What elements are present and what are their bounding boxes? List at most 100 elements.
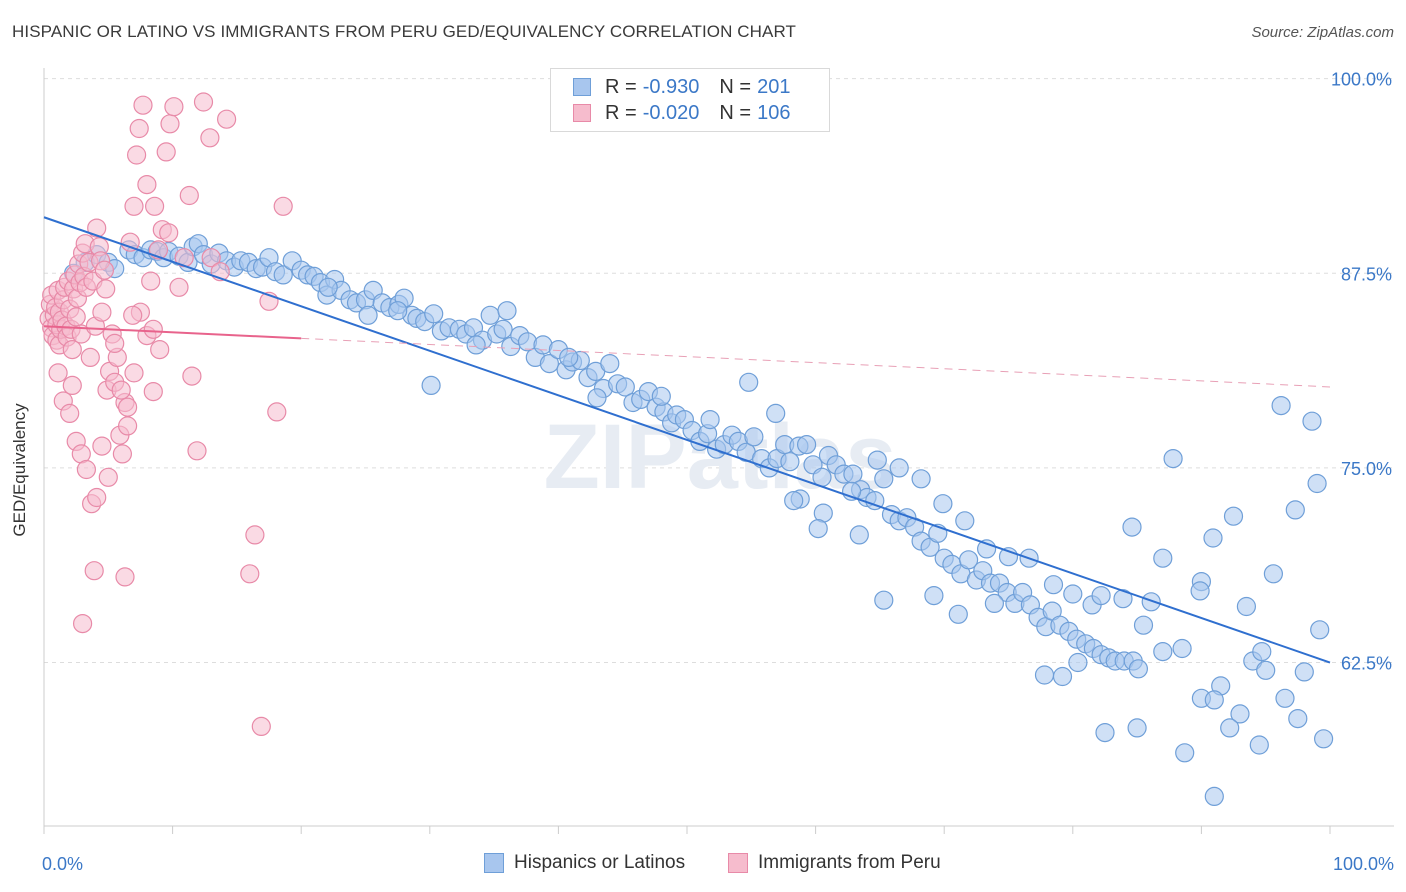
trend-lines	[43, 216, 1331, 664]
data-point	[200, 128, 220, 148]
data-point	[1220, 718, 1240, 738]
data-point	[1223, 506, 1244, 526]
data-point	[87, 218, 107, 238]
data-point	[117, 397, 138, 417]
data-point	[179, 185, 199, 206]
data-point	[865, 491, 885, 511]
data-point	[201, 248, 221, 268]
data-point	[251, 716, 271, 737]
data-point	[1175, 743, 1195, 763]
data-point	[137, 175, 157, 195]
data-point	[92, 436, 112, 456]
chart-source: Source: ZipAtlas.com	[1251, 24, 1394, 41]
r-value: -0.020	[642, 101, 700, 124]
data-point	[1141, 592, 1161, 612]
data-point	[60, 403, 80, 423]
data-point	[1043, 575, 1064, 595]
y-tick-label: 87.5%	[1341, 264, 1392, 284]
data-point	[1133, 615, 1154, 635]
data-point	[1271, 396, 1291, 416]
data-point	[889, 458, 909, 478]
data-point	[1310, 620, 1330, 640]
data-point	[1203, 528, 1223, 548]
data-point	[123, 305, 143, 325]
trend-line-extension	[301, 337, 1331, 388]
data-point	[120, 232, 140, 252]
data-point	[169, 277, 189, 297]
data-point	[744, 427, 764, 447]
n-value: 106	[757, 101, 791, 124]
data-point	[182, 366, 202, 386]
data-point	[948, 604, 968, 624]
tick-labels: 100.0% 87.5% 75.0% 62.5% 0.0% 100.0%	[42, 70, 1394, 874]
series-immigrants-from-peru	[39, 92, 293, 737]
data-point	[1052, 666, 1073, 687]
data-point	[497, 301, 517, 321]
data-point	[1313, 729, 1334, 749]
data-point	[1285, 500, 1305, 520]
data-point	[156, 142, 176, 162]
data-point	[1302, 411, 1322, 431]
stats-legend-row-hispanics: R = -0.930 N = 201	[573, 75, 810, 99]
data-point	[780, 452, 800, 472]
data-point	[388, 301, 408, 321]
data-point	[1063, 584, 1083, 604]
data-point	[66, 307, 86, 327]
data-point	[187, 441, 207, 461]
data-point	[87, 487, 107, 508]
legend-item-hispanics[interactable]: Hispanics or Latinos	[484, 852, 685, 874]
y-axis-label: GED/Equivalency	[10, 403, 29, 537]
trend-line	[43, 216, 1331, 664]
legend-label: Immigrants from Peru	[758, 852, 941, 873]
data-point	[796, 435, 817, 455]
data-point	[539, 354, 560, 374]
data-point	[245, 525, 265, 545]
data-point	[143, 382, 163, 402]
x-tick-label: 100.0%	[1333, 854, 1394, 874]
data-point	[1091, 585, 1111, 606]
data-point	[600, 354, 620, 374]
data-point	[424, 304, 444, 324]
axes	[43, 68, 1394, 834]
data-point	[1128, 659, 1149, 679]
x-tick-label: 0.0%	[42, 854, 83, 874]
data-point	[1294, 662, 1314, 682]
data-point	[1034, 665, 1055, 685]
stats-legend-row-peru: R = -0.020 N = 106	[573, 101, 810, 125]
data-point	[1236, 596, 1257, 617]
data-point	[924, 585, 944, 606]
data-point	[1127, 718, 1147, 738]
y-tick-label: 100.0%	[1331, 70, 1392, 90]
data-point	[559, 347, 579, 367]
data-point	[587, 388, 607, 408]
data-point	[1252, 641, 1272, 662]
data-point	[784, 491, 804, 511]
n-value: 201	[757, 75, 791, 98]
data-point	[240, 564, 260, 584]
trend-line	[43, 325, 302, 340]
data-point	[849, 525, 869, 545]
data-point	[164, 97, 184, 117]
data-point	[700, 410, 720, 430]
data-point	[480, 305, 500, 325]
r-value: -0.930	[642, 75, 700, 98]
data-point	[105, 333, 125, 353]
data-point	[1153, 641, 1173, 662]
data-point	[808, 518, 828, 539]
data-point	[111, 380, 131, 400]
data-point	[1263, 564, 1284, 584]
n-label: N =	[719, 101, 752, 124]
data-point	[115, 567, 135, 587]
data-point	[874, 469, 894, 489]
data-point	[76, 459, 97, 480]
chart-title: HISPANIC OR LATINO VS IMMIGRANTS FROM PE…	[12, 22, 797, 41]
r-label: R =	[605, 75, 637, 98]
data-point	[94, 260, 115, 280]
data-point	[1249, 735, 1269, 755]
data-point	[615, 377, 635, 397]
data-point	[1122, 517, 1142, 537]
data-point	[124, 196, 144, 216]
legend-item-peru[interactable]: Immigrants from Peru	[728, 852, 941, 874]
data-point	[84, 561, 104, 581]
data-point	[1190, 581, 1210, 601]
